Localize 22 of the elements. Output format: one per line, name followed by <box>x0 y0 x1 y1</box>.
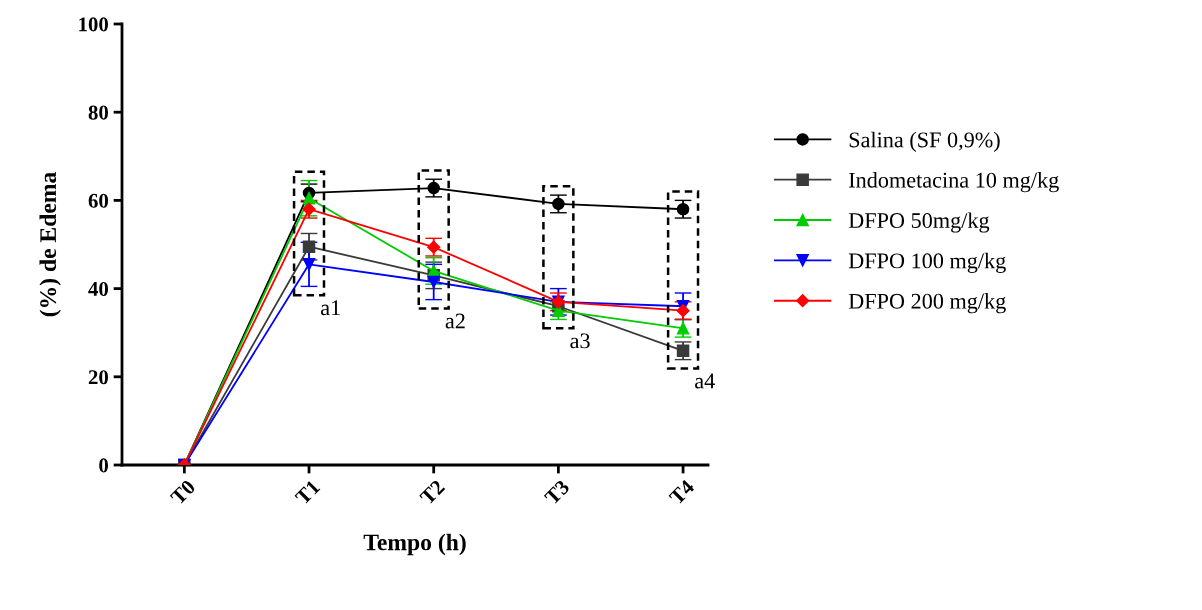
y-tick-label: 20 <box>88 370 109 385</box>
x-tick-label: T4 <box>668 478 695 506</box>
annotation: a3 <box>570 333 590 349</box>
annotation: a1 <box>321 300 340 316</box>
x-tick-label: T0 <box>169 479 197 506</box>
y-tick-label: 80 <box>88 105 109 120</box>
y-tick-label: 60 <box>88 193 109 208</box>
x-tick-label: T3 <box>543 479 571 506</box>
legend-label: DFPO 50mg/kg <box>848 212 990 233</box>
x-tick-label: T2 <box>419 479 446 506</box>
x-axis-title: Tempo (h) <box>363 533 466 556</box>
legend-label: DFPO 100 mg/kg <box>848 252 1006 273</box>
y-tick-label: 100 <box>79 17 109 32</box>
legend-label: DFPO 200 mg/kg <box>848 293 1006 314</box>
y-tick-label: 0 <box>99 458 109 473</box>
x-tick-label: T1 <box>294 479 321 506</box>
legend-label: Salina (SF 0,9%) <box>849 131 1000 152</box>
annotation: a2 <box>445 313 465 329</box>
y-axis-title: (%) de Edema <box>39 172 61 317</box>
y-tick-label: 40 <box>88 281 109 297</box>
annotation: a4 <box>695 373 715 389</box>
legend-label: Indometacina 10 mg/kg <box>849 172 1059 193</box>
